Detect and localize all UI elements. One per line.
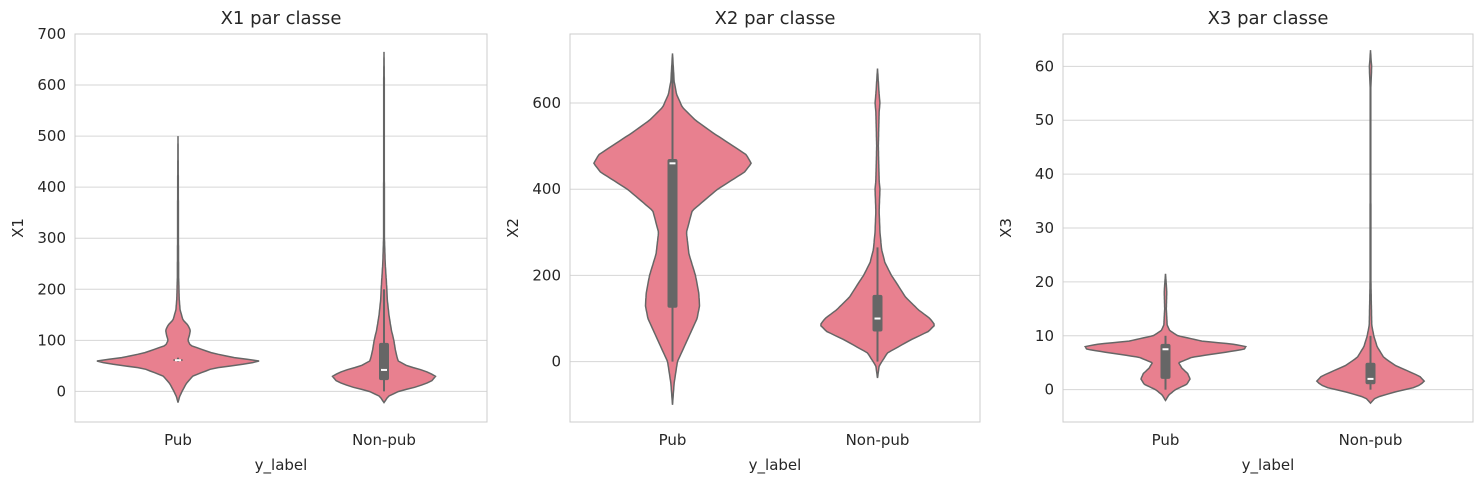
y-tick-label: 200 (532, 266, 561, 284)
y-tick-label: 40 (1035, 165, 1054, 183)
y-tick-label: 30 (1035, 219, 1054, 237)
axes-frame (74, 33, 488, 423)
x-tick-label: Pub (1152, 431, 1180, 449)
y-tick-label: 0 (551, 353, 561, 371)
y-tick-label: 500 (37, 127, 66, 145)
y-tick-label: 10 (1035, 327, 1054, 345)
subplot-3: 0 10 20 30 40 50 60 Pub Non-pub X3 par classe y_la… (997, 8, 1474, 475)
iqr-box (872, 294, 883, 332)
y-tick-label: 600 (532, 94, 561, 112)
iqr-box (1365, 362, 1376, 385)
y-axis-label: X1 (9, 218, 27, 238)
y-tick-label: 400 (532, 180, 561, 198)
y-tick-label: 100 (37, 331, 66, 349)
chart-title: X1 par classe (221, 8, 342, 29)
y-tick-label: 200 (37, 280, 66, 298)
x-axis-label: y_label (255, 456, 308, 475)
x-tick-label: Pub (164, 431, 192, 449)
violin-non-pub (820, 68, 935, 379)
violin-non-pub (331, 51, 437, 404)
y-tick-label: 20 (1035, 273, 1054, 291)
iqr-box (1160, 343, 1171, 379)
y-axis-label: X2 (504, 218, 522, 238)
x-tick-label: Non-pub (352, 431, 416, 449)
y-tick-label: 600 (37, 76, 66, 94)
y-tick-label: 0 (56, 382, 66, 400)
y-tick-label: 60 (1035, 57, 1054, 75)
y-tick-label: 0 (1044, 381, 1054, 399)
y-tick-label: 50 (1035, 111, 1054, 129)
chart-title: X2 par classe (715, 8, 836, 29)
y-tick-label: 400 (37, 178, 66, 196)
y-axis-label: X3 (997, 218, 1015, 238)
x-tick-label: Pub (659, 431, 687, 449)
x-tick-label: Non-pub (1339, 431, 1403, 449)
subplot-2: 0 200 400 600 Pub Non-pub X2 par classe y_label… (504, 8, 981, 475)
axes-frame (1062, 33, 1474, 423)
iqr-box (379, 342, 389, 381)
subplot-1: 0 100 200 300 400 500 600 700 Pub Non-pub X1 par c… (9, 8, 488, 475)
y-tick-label: 300 (37, 229, 66, 247)
iqr-box (667, 159, 678, 308)
violin-pub (96, 136, 260, 403)
x-tick-label: Non-pub (846, 431, 910, 449)
violin-non-pub (1315, 50, 1426, 405)
chart-title: X3 par classe (1208, 8, 1329, 29)
x-axis-label: y_label (1242, 456, 1295, 475)
y-tick-label: 700 (37, 25, 66, 43)
x-axis-label: y_label (749, 456, 802, 475)
axes-frame (569, 33, 981, 423)
